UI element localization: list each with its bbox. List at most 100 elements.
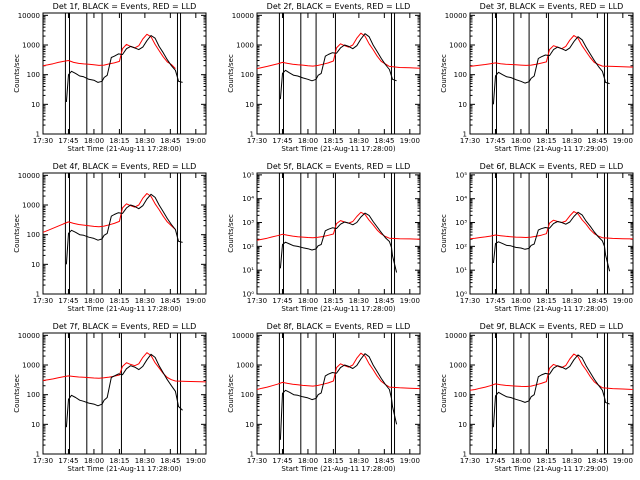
series-line-events: [279, 353, 398, 440]
x-tick-label: 18:45: [587, 297, 607, 305]
panel-5: Det 5f, BLACK = Events, RED = LLD 10⁰ 10¹ 1…: [227, 162, 421, 313]
x-tick-label: 18:45: [587, 457, 607, 465]
x-axis-label: Start Time (21-Aug-11 17:28:00): [67, 145, 181, 153]
x-tick-label: 18:00: [511, 297, 531, 305]
x-tick-label: 18:45: [374, 297, 394, 305]
plot-frame: [256, 332, 421, 455]
x-tick-label: 17:30: [247, 137, 267, 145]
plot-frame: [256, 12, 421, 135]
x-tick-label: 19:00: [613, 297, 633, 305]
x-tick-label: 19:00: [400, 457, 420, 465]
y-axis-label: Counts/sec: [440, 374, 448, 413]
y-tick-label: 10²: [455, 243, 467, 251]
x-tick-label: 17:30: [33, 137, 53, 145]
y-tick-label: 100: [241, 71, 254, 79]
x-tick-label: 18:45: [374, 137, 394, 145]
series-line-events: [279, 33, 397, 100]
x-tick-label: 17:45: [272, 297, 292, 305]
x-axis-label: Start Time (21-Aug-11 17:28:00): [67, 465, 181, 473]
y-tick-label: 1000: [236, 42, 254, 50]
panel-title: Det 6f, BLACK = Events, RED = LLD: [480, 162, 624, 171]
series-line-lld: [42, 193, 176, 233]
y-axis-label: Counts/sec: [227, 214, 235, 253]
x-tick-label: 18:45: [374, 457, 394, 465]
x-tick-label: 18:15: [323, 137, 343, 145]
plot-frame: [42, 172, 207, 295]
x-tick-label: 18:45: [160, 457, 180, 465]
y-axis-label: Counts/sec: [13, 374, 21, 413]
y-axis-label: Counts/sec: [13, 54, 21, 93]
y-tick-label: 10000: [232, 12, 254, 20]
y-tick-label: 1000: [449, 362, 467, 370]
plot-frame: [42, 332, 207, 455]
x-tick-label: 18:30: [562, 137, 582, 145]
x-tick-label: 17:30: [33, 297, 53, 305]
y-tick-label: 1: [250, 451, 254, 459]
panel-title: Det 3f, BLACK = Events, RED = LLD: [480, 2, 624, 11]
x-tick-label: 18:30: [349, 137, 369, 145]
panel-4: Det 4f, BLACK = Events, RED = LLD 1 10 100 1…: [13, 162, 207, 313]
y-tick-label: 100: [27, 231, 40, 239]
series-line-lld: [42, 33, 176, 69]
x-tick-label: 18:00: [84, 297, 104, 305]
y-tick-label: 1000: [22, 202, 40, 210]
x-tick-label: 17:30: [247, 457, 267, 465]
x-tick-label: 19:00: [613, 137, 633, 145]
x-tick-label: 17:30: [247, 297, 267, 305]
y-tick-label: 100: [27, 391, 40, 399]
panel-title: Det 4f, BLACK = Events, RED = LLD: [53, 162, 197, 171]
panel-title: Det 1f, BLACK = Events, RED = LLD: [53, 2, 197, 11]
plot-frame: [469, 12, 634, 135]
x-tick-label: 17:45: [485, 137, 505, 145]
x-tick-label: 18:15: [109, 457, 129, 465]
y-tick-label: 10: [458, 421, 467, 429]
x-tick-label: 18:30: [135, 297, 155, 305]
y-tick-label: 1: [36, 451, 40, 459]
x-axis-label: Start Time (21-Aug-11 17:28:00): [281, 145, 395, 153]
x-tick-label: 18:30: [135, 137, 155, 145]
series-line-events: [492, 211, 611, 272]
y-tick-label: 10000: [18, 172, 40, 180]
x-axis-label: Start Time (21-Aug-11 17:28:00): [67, 305, 181, 313]
x-tick-label: 17:45: [485, 457, 505, 465]
series-line-events: [279, 212, 398, 273]
series-line-lld: [469, 211, 634, 240]
y-axis-label: Counts/sec: [13, 214, 21, 253]
y-axis-label: Counts/sec: [440, 214, 448, 253]
y-tick-label: 10⁵: [455, 171, 467, 179]
x-tick-label: 18:15: [536, 457, 556, 465]
x-tick-label: 18:30: [562, 297, 582, 305]
x-tick-label: 18:00: [84, 137, 104, 145]
plot-frame: [256, 172, 421, 295]
series-line-events: [65, 35, 183, 103]
x-tick-label: 19:00: [400, 297, 420, 305]
y-axis-label: Counts/sec: [227, 54, 235, 93]
x-tick-label: 17:30: [460, 297, 480, 305]
panel-title: Det 2f, BLACK = Events, RED = LLD: [267, 2, 411, 11]
x-tick-label: 17:30: [460, 137, 480, 145]
series-line-lld: [42, 352, 207, 383]
y-tick-label: 10000: [18, 12, 40, 20]
y-tick-label: 1: [463, 131, 467, 139]
x-axis-label: Start Time (21-Aug-11 17:29:00): [494, 465, 608, 473]
x-tick-label: 18:00: [298, 457, 318, 465]
y-tick-label: 10000: [445, 332, 467, 340]
y-tick-label: 10000: [445, 12, 467, 20]
y-tick-label: 10²: [242, 243, 254, 251]
x-tick-label: 17:45: [485, 297, 505, 305]
series-line-events: [65, 193, 183, 265]
y-tick-label: 1000: [22, 362, 40, 370]
panel-3: Det 3f, BLACK = Events, RED = LLD 1 10 100 1…: [440, 2, 634, 153]
y-tick-label: 10³: [455, 219, 467, 227]
x-tick-label: 19:00: [400, 137, 420, 145]
y-tick-label: 100: [454, 391, 467, 399]
panel-title: Det 5f, BLACK = Events, RED = LLD: [267, 162, 411, 171]
x-tick-label: 18:30: [562, 457, 582, 465]
y-tick-label: 10⁴: [455, 195, 467, 203]
x-tick-label: 18:00: [511, 457, 531, 465]
y-tick-label: 1: [250, 131, 254, 139]
y-axis-label: Counts/sec: [227, 374, 235, 413]
x-tick-label: 18:00: [84, 457, 104, 465]
x-tick-label: 18:30: [135, 457, 155, 465]
y-tick-label: 10⁵: [242, 171, 254, 179]
